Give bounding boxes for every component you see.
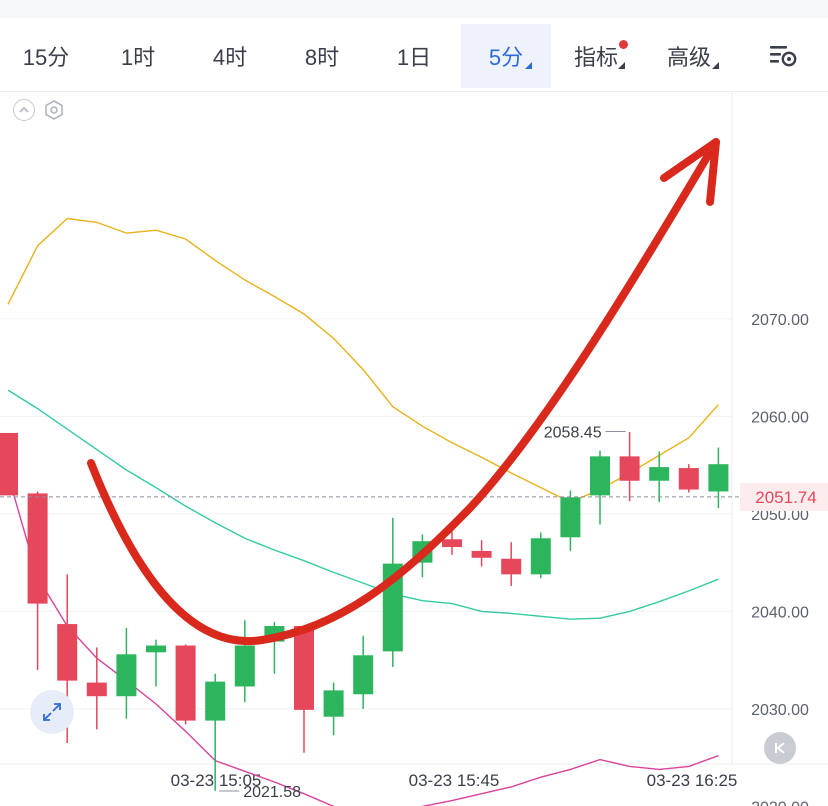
y-axis-tick-label: 2050.00 [751,507,809,524]
trend-arrow-curve [87,138,720,646]
expand-icon [43,703,61,721]
tab-label: 4时 [212,45,248,70]
tab-indicators[interactable]: 指标 [556,24,636,88]
candle-down [501,558,522,575]
tab-8hour[interactable]: 8时 [280,24,364,88]
dropdown-caret-icon [525,62,532,69]
x-axis-tick-label: 03-23 15:05 [171,771,262,790]
candle-up [205,681,226,721]
current-price-badge [740,482,828,511]
tab-1day[interactable]: 1日 [372,24,456,88]
dropdown-caret-icon [712,62,719,69]
background-title-strip [0,0,828,18]
indicator-settings-button[interactable] [42,98,66,122]
interval-toolbar: 15分 1时 4时 8时 1日 5分 指标 高级 [0,18,828,92]
tab-1hour[interactable]: 1时 [96,24,180,88]
moving-average-line-teal [7,389,719,620]
x-axis-tick-label: 03-23 16:25 [647,771,738,790]
candle-up [530,538,551,575]
skip-back-icon [775,742,785,754]
tab-label: 5分 [488,45,524,70]
y-axis-tick-label: 2020.00 [751,799,809,806]
candle-up [116,654,137,697]
y-axis-tick-label: 2060.00 [751,409,809,426]
tab-label: 8时 [304,45,340,70]
tab-label: 高级 [666,45,711,70]
candle-down [57,624,78,681]
tab-4hour[interactable]: 4时 [188,24,272,88]
chart-settings-icon [770,46,797,67]
tab-label: 1日 [396,45,432,70]
notification-dot-icon [619,40,628,49]
moving-average-line-yellow [7,217,719,503]
candle-down [175,645,196,721]
candle-down [619,456,640,481]
candle-up [560,497,581,538]
candle-down [27,493,48,604]
tab-label: 指标 [573,45,618,70]
candle-up [649,467,670,481]
tab-15min[interactable]: 15分 [4,24,88,88]
candle-up [146,645,166,653]
tab-label: 15分 [22,45,70,70]
toolbar-divider [0,91,828,92]
candle-up [323,690,344,717]
tab-5min[interactable]: 5分 [461,24,551,88]
scroll-to-latest-button[interactable] [764,732,796,764]
x-axis-tick-label: 03-23 15:45 [409,771,500,790]
tab-advanced[interactable]: 高级 [646,24,732,88]
trend-arrow-head [660,138,720,206]
candlestick-chart[interactable]: 2070.00 2060.00 2050.00 2040.00 2030.00 2020.… [0,92,828,806]
candle-up [234,645,255,687]
candle-up [353,655,374,695]
tab-label: 1时 [120,45,156,70]
candle-down [294,626,314,710]
candle-down [0,432,18,496]
y-axis-tick-label: 2040.00 [751,604,809,621]
high-price-annotation: 2058.45 [544,425,602,442]
chevron-up-icon [19,106,29,113]
fullscreen-button[interactable] [30,690,74,734]
current-price-label: 2051.74 [755,488,816,507]
candle-down [678,468,699,490]
low-price-annotation: 2021.58 [243,784,301,801]
hexagon-settings-icon [45,100,63,120]
candle-up [708,464,729,492]
candle-down [442,539,462,548]
candle-up [590,456,610,496]
dropdown-caret-icon [618,62,625,69]
y-axis-tick-label: 2070.00 [751,312,809,329]
y-axis-tick-label: 2030.00 [751,702,809,719]
chart-settings-button[interactable] [752,24,816,88]
collapse-indicator-button[interactable] [13,99,35,121]
candle-down [86,682,107,697]
candle-down [471,550,492,558]
